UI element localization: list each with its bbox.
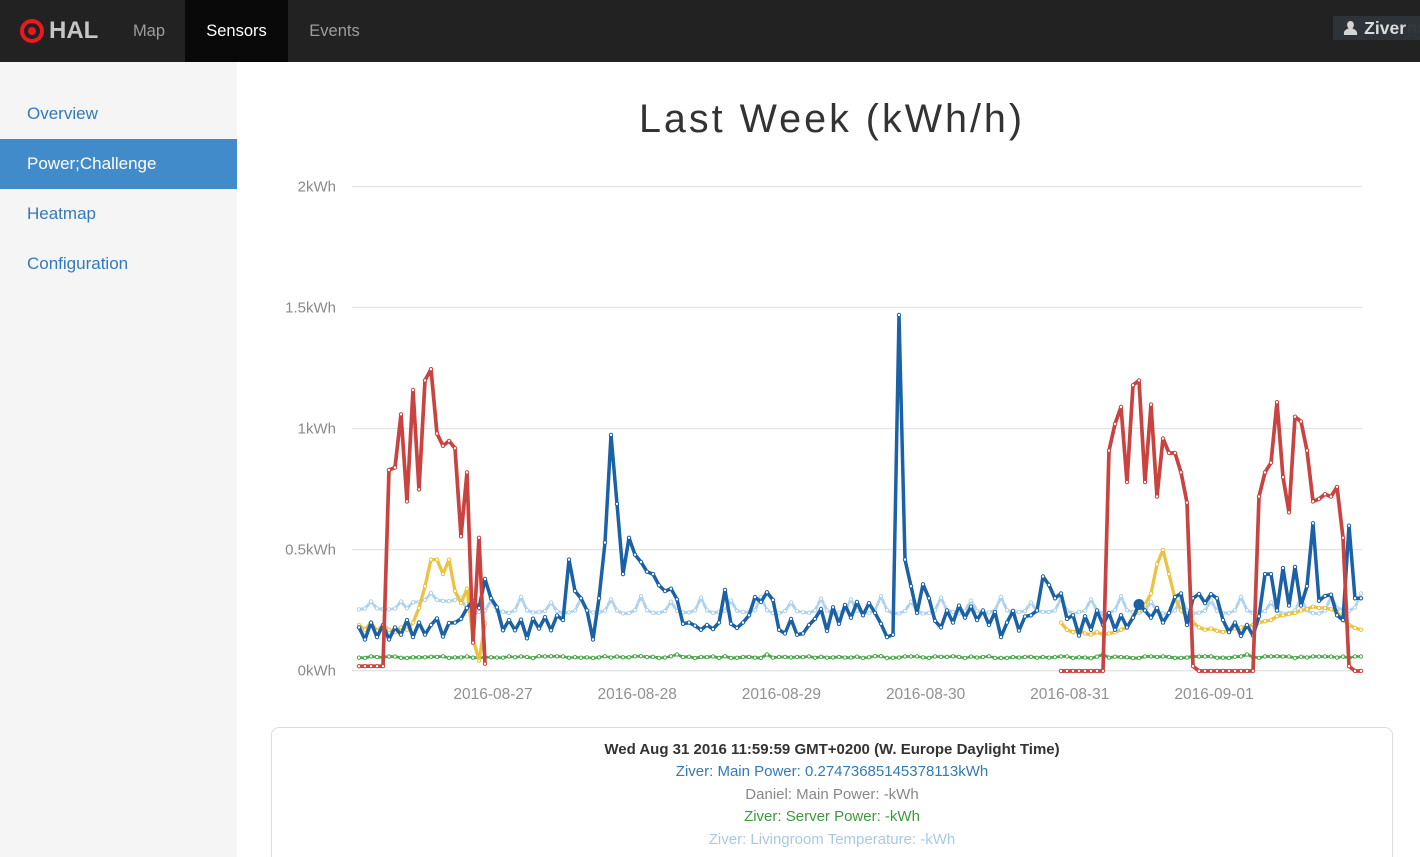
svg-text:2016-08-28: 2016-08-28 bbox=[598, 686, 677, 703]
svg-text:2016-08-29: 2016-08-29 bbox=[742, 686, 821, 703]
svg-text:2016-08-27: 2016-08-27 bbox=[453, 686, 532, 703]
svg-text:1.5kWh: 1.5kWh bbox=[285, 300, 336, 317]
svg-text:Last Week (kWh/h): Last Week (kWh/h) bbox=[639, 97, 1025, 141]
svg-text:2kWh: 2kWh bbox=[298, 179, 336, 196]
svg-text:2016-08-31: 2016-08-31 bbox=[1030, 686, 1109, 703]
svg-text:0kWh: 0kWh bbox=[298, 663, 336, 680]
svg-text:2016-09-01: 2016-09-01 bbox=[1174, 686, 1253, 703]
svg-text:0.5kWh: 0.5kWh bbox=[285, 542, 336, 559]
svg-text:2016-08-30: 2016-08-30 bbox=[886, 686, 966, 703]
svg-text:1kWh: 1kWh bbox=[298, 421, 336, 438]
